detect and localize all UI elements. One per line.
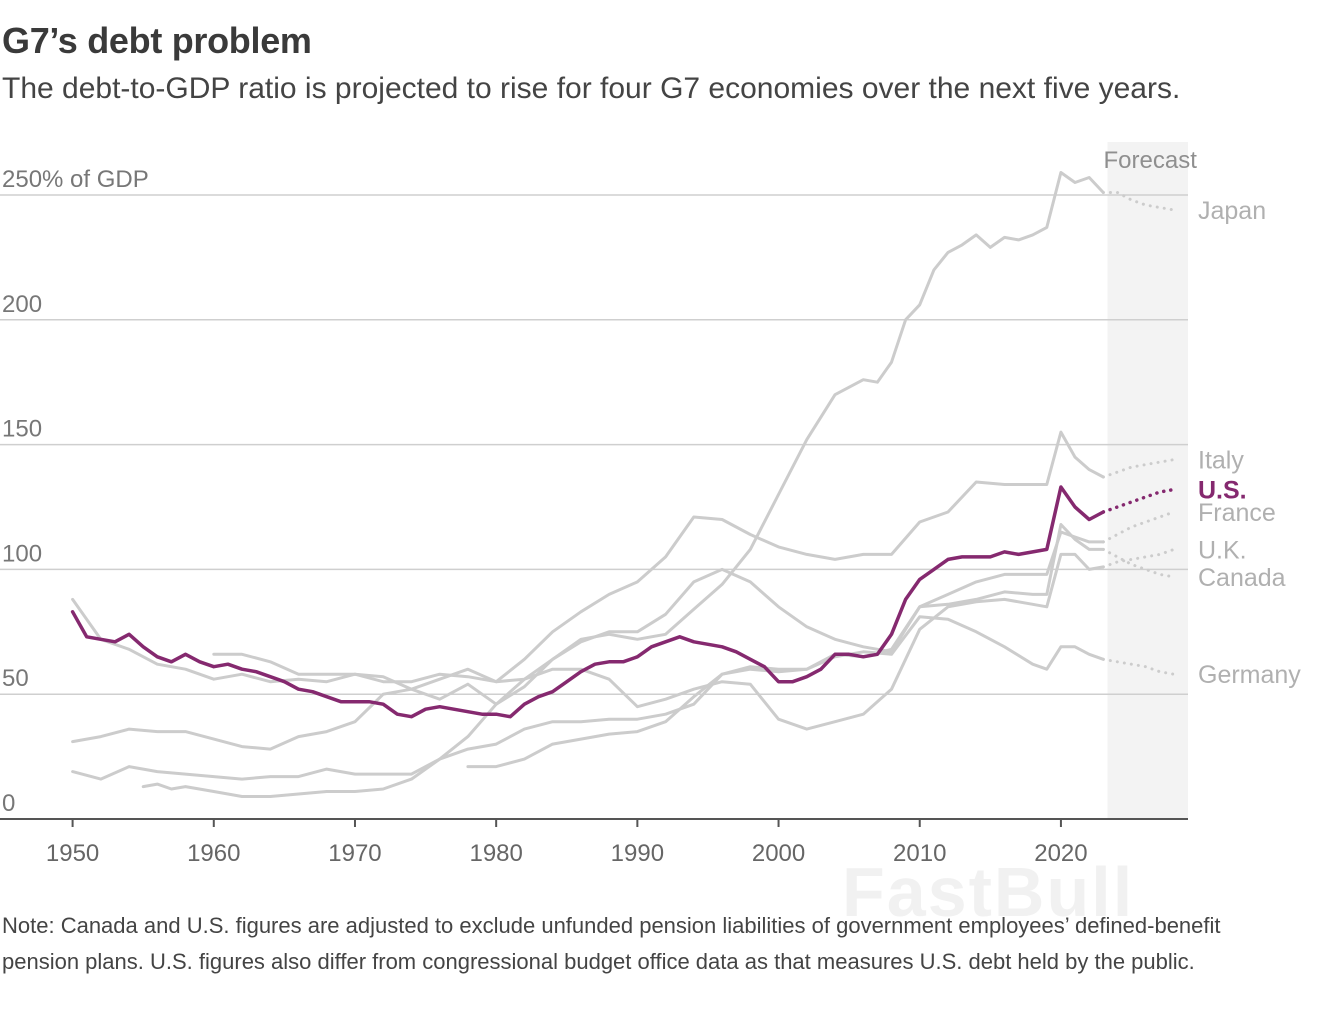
series-label-u-k: U.K.: [1198, 536, 1247, 564]
series-line-u-k: [212, 552, 1105, 731]
chart-title: G7’s debt problem: [2, 20, 312, 61]
series-line-canada: [71, 523, 1105, 706]
forecast-band: [1107, 142, 1188, 819]
x-tick-label-1990: 1990: [611, 840, 664, 867]
y-tick-label-100: 100: [2, 540, 42, 567]
highlight-series-lines: [70, 485, 1176, 719]
series-line-japan: [141, 171, 1105, 798]
gridlines: [0, 194, 1188, 695]
y-axis-labels: 0 50 100 150 200 250% of GDP: [2, 166, 149, 817]
series-forecast-u-s: [1101, 487, 1176, 514]
series-line-germany: [71, 615, 1105, 781]
y-tick-label-150: 150: [2, 416, 42, 443]
series-forecast-italy: [1101, 458, 1176, 479]
series-line-u-s: [70, 485, 1106, 719]
x-tick-label-1980: 1980: [469, 840, 522, 867]
watermark: FastBull: [842, 853, 1135, 931]
series-label-japan: Japan: [1198, 197, 1266, 225]
x-tick-label-2000: 2000: [752, 840, 805, 867]
y-tick-label-250: 250% of GDP: [2, 166, 149, 193]
series-forecast-germany: [1101, 657, 1176, 676]
x-axis: 1950 1960 1970 1980 1990 2000 2010 2020: [0, 818, 1188, 867]
muted-series-lines: [71, 171, 1176, 798]
y-tick-label-200: 200: [2, 291, 42, 318]
y-tick-label-0: 0: [2, 790, 15, 817]
series-forecast-u-k: [1101, 547, 1176, 569]
forecast-label: Forecast: [1104, 147, 1198, 174]
x-tick-label-1960: 1960: [187, 840, 240, 867]
chart-note: Note: Canada and U.S. figures are adjust…: [2, 913, 1221, 974]
series-forecast-france: [1101, 510, 1176, 544]
series-forecast-canada: [1101, 547, 1176, 579]
series-label-canada: Canada: [1198, 564, 1286, 592]
series-line-italy: [71, 430, 1105, 751]
chart-subtitle: The debt-to-GDP ratio is projected to ri…: [2, 72, 1181, 105]
series-label-germany: Germany: [1198, 661, 1301, 689]
x-tick-label-2010: 2010: [893, 840, 946, 867]
x-tick-label-1950: 1950: [46, 840, 99, 867]
series-labels: Japan Italy France U.K.Canada Germany U.S.: [1198, 197, 1301, 689]
y-tick-label-50: 50: [2, 665, 29, 692]
x-tick-label-2020: 2020: [1034, 840, 1087, 867]
series-label-italy: Italy: [1198, 447, 1244, 475]
series-label-u-s: U.S.: [1198, 477, 1247, 505]
line-chart: Forecast 0 50 100 150 200 250% of GDP 1950 196…: [0, 142, 1301, 867]
x-tick-label-1970: 1970: [328, 840, 381, 867]
series-label-france: France: [1198, 499, 1276, 527]
